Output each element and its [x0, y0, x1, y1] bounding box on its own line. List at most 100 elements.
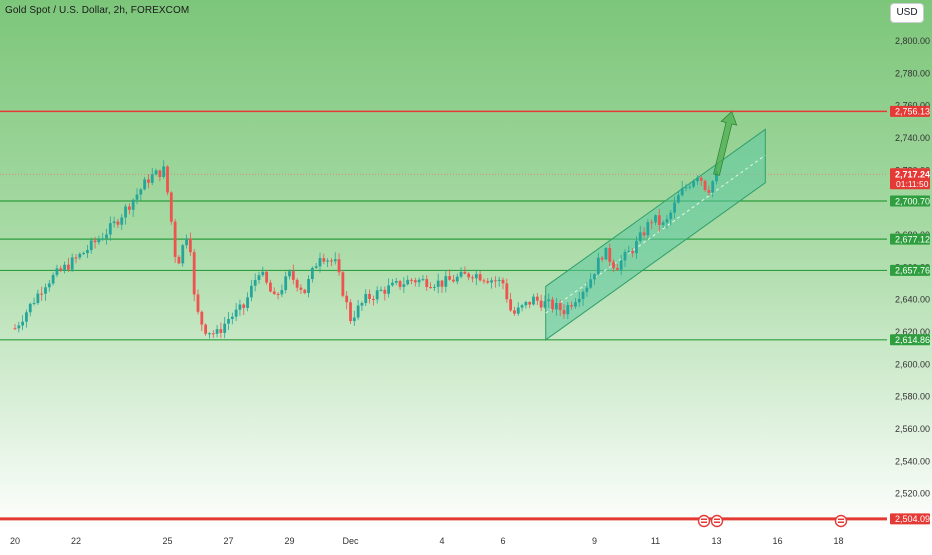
- candle: [532, 293, 535, 306]
- currency-button[interactable]: USD: [890, 3, 924, 23]
- candle: [577, 291, 581, 308]
- y-tick-label: 2,520.00: [895, 489, 930, 499]
- candle: [105, 228, 108, 245]
- candle: [280, 284, 284, 298]
- candle: [82, 251, 86, 256]
- candle: [265, 269, 269, 285]
- candle: [486, 278, 490, 284]
- candle: [589, 273, 593, 290]
- candle: [181, 243, 185, 267]
- y-tick-label: 2,640.00: [895, 295, 930, 305]
- candle: [89, 237, 93, 254]
- candle: [28, 302, 32, 317]
- candle: [227, 311, 230, 331]
- candle: [566, 302, 570, 320]
- level-price-label-bg: [890, 264, 930, 276]
- x-tick-label: 4: [439, 536, 444, 546]
- candle: [596, 252, 600, 276]
- candle: [314, 262, 318, 269]
- candle: [379, 286, 383, 292]
- candle: [349, 299, 352, 324]
- flag-event-icon[interactable]: [697, 514, 711, 528]
- candle: [249, 279, 253, 302]
- candle: [455, 273, 459, 285]
- candle: [120, 214, 124, 230]
- level-price-label-bg: [890, 233, 930, 245]
- x-tick-label: Dec: [342, 536, 359, 546]
- candle: [375, 286, 379, 304]
- y-tick-label: 2,540.00: [895, 456, 930, 466]
- candle: [665, 214, 669, 229]
- candle: [574, 298, 577, 309]
- candle: [112, 216, 116, 228]
- x-tick-label: 29: [284, 536, 294, 546]
- x-tick-label: 20: [10, 536, 20, 546]
- candle: [13, 323, 17, 330]
- level-price-label: 2,657.76: [895, 266, 930, 276]
- candle: [593, 273, 596, 285]
- chart-background: [0, 0, 932, 532]
- candle: [421, 275, 425, 282]
- x-tick-label: 18: [833, 536, 843, 546]
- horizontal-levels: [0, 110, 887, 521]
- level-price-label-bg: [890, 105, 930, 117]
- candle: [299, 284, 303, 294]
- forecast-arrow[interactable]: [713, 110, 738, 176]
- candle: [676, 190, 680, 204]
- candle: [51, 272, 55, 286]
- candle: [608, 243, 612, 267]
- candle: [368, 289, 371, 304]
- candle: [436, 273, 440, 294]
- candle: [284, 271, 288, 294]
- candle: [669, 210, 673, 226]
- candle: [185, 234, 188, 249]
- candle: [398, 279, 402, 290]
- candle: [242, 303, 246, 316]
- level-price-label: 2,614.86: [895, 335, 930, 345]
- candles-layer: [13, 160, 718, 339]
- candle: [204, 323, 208, 336]
- candle: [539, 294, 543, 312]
- candle: [177, 255, 181, 265]
- candle: [97, 235, 101, 245]
- candle: [364, 289, 368, 306]
- y-tick-label: 2,780.00: [895, 68, 930, 78]
- candle: [253, 273, 257, 292]
- candle: [402, 277, 406, 293]
- candle: [673, 196, 676, 219]
- y-tick-label: 2,560.00: [895, 424, 930, 434]
- flag-event-icon[interactable]: [834, 514, 848, 528]
- y-tick-label: 2,620.00: [895, 327, 930, 337]
- candle: [326, 258, 330, 268]
- candle: [352, 310, 356, 326]
- candle: [642, 227, 646, 239]
- candle: [463, 266, 467, 275]
- candle: [223, 316, 227, 339]
- candle: [59, 265, 63, 273]
- candle: [444, 269, 448, 293]
- candle: [535, 292, 539, 305]
- candle: [74, 254, 78, 264]
- x-tick-label: 27: [223, 536, 233, 546]
- candle: [143, 176, 147, 191]
- candle: [680, 180, 684, 197]
- candle: [635, 236, 638, 260]
- candle: [467, 272, 471, 281]
- candle: [513, 306, 516, 316]
- candle: [459, 267, 463, 279]
- y-axis-price-labels: 2,756.13 2,700.70 2,677.12 2,657.76 2,614.86…: [890, 105, 930, 525]
- candle: [257, 271, 261, 284]
- candle: [646, 219, 650, 239]
- candle: [291, 264, 295, 285]
- flag-event-icon[interactable]: [710, 514, 724, 528]
- x-tick-label: 9: [592, 536, 597, 546]
- x-axis[interactable]: 20 22 25 27 29 Dec 4 6 9 11 13 16 18: [10, 536, 844, 546]
- candle: [615, 264, 619, 271]
- event-markers: [697, 514, 848, 528]
- candle: [66, 257, 70, 272]
- candle: [36, 289, 40, 305]
- candle: [269, 279, 272, 293]
- candle: [230, 312, 234, 325]
